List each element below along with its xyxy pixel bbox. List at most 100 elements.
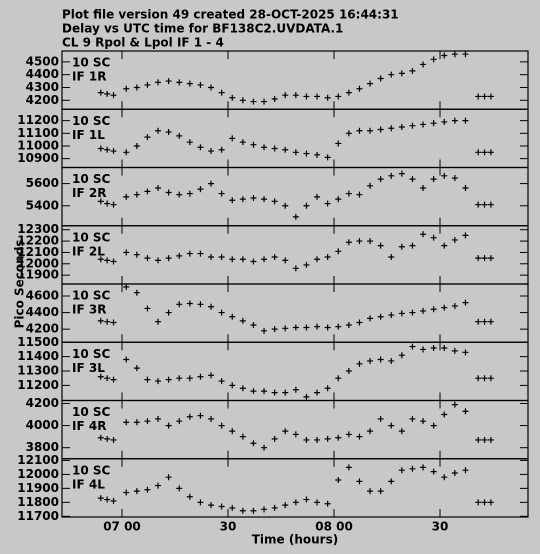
data-point: [356, 319, 363, 326]
y-tick-label: 4500: [26, 54, 59, 68]
data-point: [271, 253, 278, 260]
data-point: [462, 299, 469, 306]
data-point: [104, 257, 111, 264]
data-point: [250, 322, 257, 329]
data-point: [345, 368, 352, 375]
data-point: [377, 242, 384, 249]
y-tick-label: 12300: [17, 222, 59, 236]
data-point: [430, 176, 437, 183]
data-point: [388, 125, 395, 132]
data-point: [104, 200, 111, 207]
data-point: [292, 386, 299, 393]
data-point: [197, 301, 204, 308]
data-point: [451, 469, 458, 476]
panel-subtitle: IF 1R: [72, 70, 106, 84]
y-tick-label: 4200: [26, 93, 59, 107]
y-tick-label: 12100: [17, 245, 59, 259]
data-point: [97, 145, 104, 152]
data-point: [356, 127, 363, 134]
data-point: [377, 356, 384, 363]
data-point: [420, 61, 427, 68]
y-tick-label: 10900: [17, 151, 59, 165]
data-point: [324, 435, 331, 442]
data-point: [335, 323, 342, 330]
data-point: [155, 318, 162, 325]
y-tick-label: 4400: [26, 305, 59, 319]
data-point: [144, 376, 151, 383]
data-point: [388, 71, 395, 78]
data-point: [481, 149, 488, 156]
data-point: [409, 309, 416, 316]
data-point: [409, 67, 416, 74]
data-point: [144, 188, 151, 195]
y-tick-label: 4200: [26, 322, 59, 336]
data-point: [208, 372, 215, 379]
panel-subtitle: IF 4R: [72, 419, 106, 433]
data-point: [261, 256, 268, 263]
data-point: [218, 422, 225, 429]
data-point: [144, 255, 151, 262]
data-point: [462, 349, 469, 356]
data-point: [144, 81, 151, 88]
data-point: [250, 388, 257, 395]
data-point: [292, 92, 299, 99]
data-point: [367, 428, 374, 435]
data-point: [481, 436, 488, 443]
data-point: [239, 317, 246, 324]
data-point: [239, 196, 246, 203]
panel-subtitle: IF 3R: [72, 303, 106, 317]
data-point: [229, 197, 236, 204]
data-point: [282, 202, 289, 209]
data-point: [208, 303, 215, 310]
data-point: [356, 360, 363, 367]
data-point: [186, 250, 193, 257]
header-line: CL 9 Rpol & Lpol IF 1 - 4: [62, 36, 224, 50]
panel-title: 10 SC: [72, 230, 111, 244]
data-point: [239, 385, 246, 392]
data-point: [271, 198, 278, 205]
panel-title: 10 SC: [72, 56, 111, 70]
data-point: [303, 150, 310, 157]
data-point: [133, 289, 140, 296]
data-point: [123, 489, 130, 496]
y-tick-label: 5600: [26, 176, 59, 190]
data-point: [104, 375, 111, 382]
data-point: [367, 182, 374, 189]
data-point: [398, 428, 405, 435]
data-point: [451, 236, 458, 243]
panel-subtitle: IF 4L: [72, 477, 105, 491]
data-point: [218, 309, 225, 316]
data-point: [186, 80, 193, 87]
data-point: [271, 96, 278, 103]
data-point: [250, 507, 257, 514]
data-point: [110, 201, 117, 208]
data-point: [261, 144, 268, 151]
data-point: [208, 148, 215, 155]
data-point: [441, 52, 448, 59]
y-axis-label: Pico Seconds: [13, 240, 27, 329]
data-point: [97, 373, 104, 380]
data-point: [104, 435, 111, 442]
data-point: [197, 250, 204, 257]
data-point: [475, 201, 482, 208]
y-tick-label: 5400: [26, 198, 59, 212]
data-point: [208, 180, 215, 187]
data-point: [250, 440, 257, 447]
data-point: [97, 198, 104, 205]
panel-subtitle: IF 2L: [72, 244, 105, 258]
data-point: [335, 93, 342, 100]
data-point: [388, 172, 395, 179]
data-point: [481, 93, 488, 100]
data-point: [165, 474, 172, 481]
data-point: [487, 499, 494, 506]
data-point: [176, 301, 183, 308]
data-point: [487, 149, 494, 156]
data-point: [398, 70, 405, 77]
data-point: [335, 476, 342, 483]
y-tick-label: 11500: [17, 335, 59, 349]
data-point: [441, 411, 448, 418]
data-point: [104, 90, 111, 97]
data-point: [144, 134, 151, 141]
y-tick-label: 12000: [17, 256, 59, 270]
